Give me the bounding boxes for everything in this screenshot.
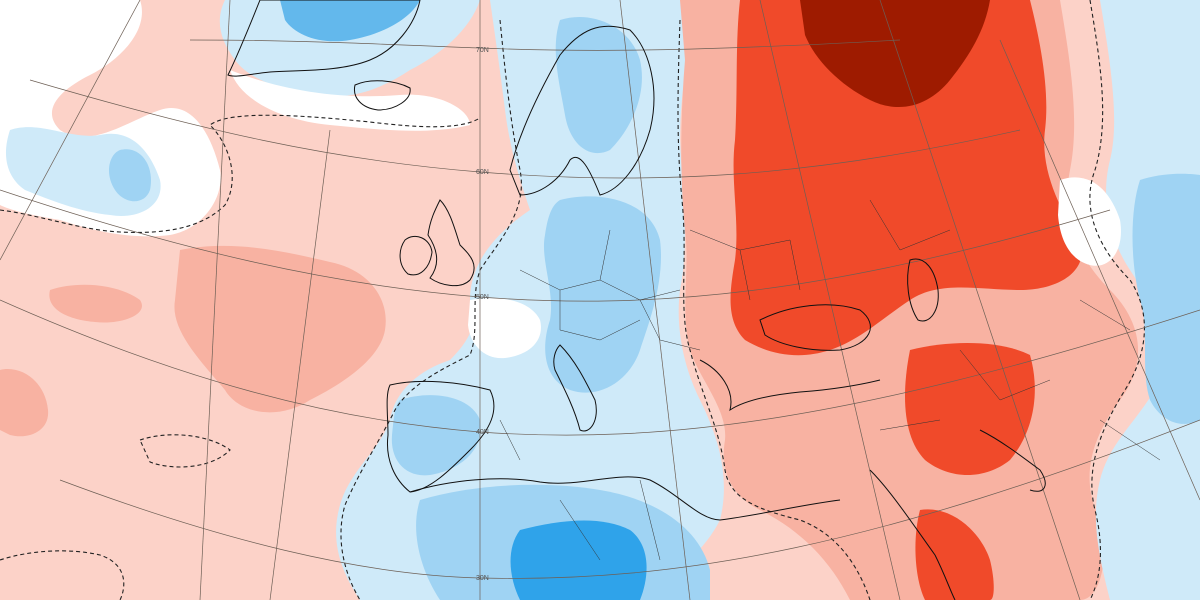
atlantic-warm-patch xyxy=(174,245,386,413)
lat-label-60n: 60N xyxy=(476,169,489,176)
coastline-black-sea xyxy=(759,304,871,351)
coastline-caspian xyxy=(907,258,939,322)
meridian-line-2 xyxy=(269,129,331,600)
latitude-line-60n xyxy=(29,79,1021,179)
latitude-line-50n xyxy=(0,189,1111,302)
east-cool-core xyxy=(1132,173,1200,424)
coastline-iberia xyxy=(386,380,495,493)
coastline-scandinavia xyxy=(509,25,655,196)
atlantic-warm-patch-3 xyxy=(0,369,49,437)
coastline-iceland xyxy=(353,80,411,111)
meridian-line-4 xyxy=(619,0,691,600)
zero-contour-east-europe xyxy=(677,19,871,600)
meridian-line-6 xyxy=(879,0,1081,600)
russia-warm-core xyxy=(800,0,990,108)
latitude-line-70n xyxy=(189,39,901,51)
lat-label-40n: 40N xyxy=(476,429,489,436)
north-africa-cool-core xyxy=(510,520,647,600)
coastline-north-africa xyxy=(409,476,841,521)
greenland-cool xyxy=(219,0,480,97)
arabia-warm-strong xyxy=(915,509,994,600)
east-neutral-band xyxy=(1058,177,1121,266)
lat-label-30n: 30N xyxy=(476,575,489,582)
coastline-britain xyxy=(427,199,475,287)
latitude-line-40n xyxy=(0,299,1200,436)
zero-contour-africa xyxy=(139,434,231,468)
atlantic-warm-patch-2 xyxy=(49,284,142,323)
coastline-greenland xyxy=(227,0,421,77)
greenland-cool-core xyxy=(280,0,420,42)
zero-contour-atlantic xyxy=(0,114,481,233)
meridian-line-1 xyxy=(199,0,231,600)
coastline-persian-gulf xyxy=(979,429,1046,492)
coastline-ireland xyxy=(399,236,433,276)
lat-label-50n: 50N xyxy=(476,294,489,301)
north-atlantic-cool-deep xyxy=(108,149,151,202)
coastline-red-sea xyxy=(869,469,956,600)
france-neutral xyxy=(468,298,541,359)
zero-contour-sw-atlantic xyxy=(0,550,125,600)
coastline-greece-turkey xyxy=(699,359,881,412)
zero-contour-asia xyxy=(1089,0,1145,600)
meridian-line-5 xyxy=(759,0,901,600)
lat-label-70n: 70N xyxy=(476,47,489,54)
country-borders xyxy=(499,199,1161,561)
eastern-europe-warm-strong xyxy=(730,0,1082,356)
latitude-line-30n xyxy=(59,419,1200,579)
meridian-line-8 xyxy=(0,0,141,261)
central-europe-cool-core xyxy=(543,196,661,393)
coastline-italy xyxy=(553,344,597,432)
middle-east-warm-strong xyxy=(905,343,1035,475)
scandinavia-cool-core xyxy=(555,16,642,154)
iberia-cool xyxy=(391,395,481,476)
meridian-line-7 xyxy=(999,39,1200,501)
